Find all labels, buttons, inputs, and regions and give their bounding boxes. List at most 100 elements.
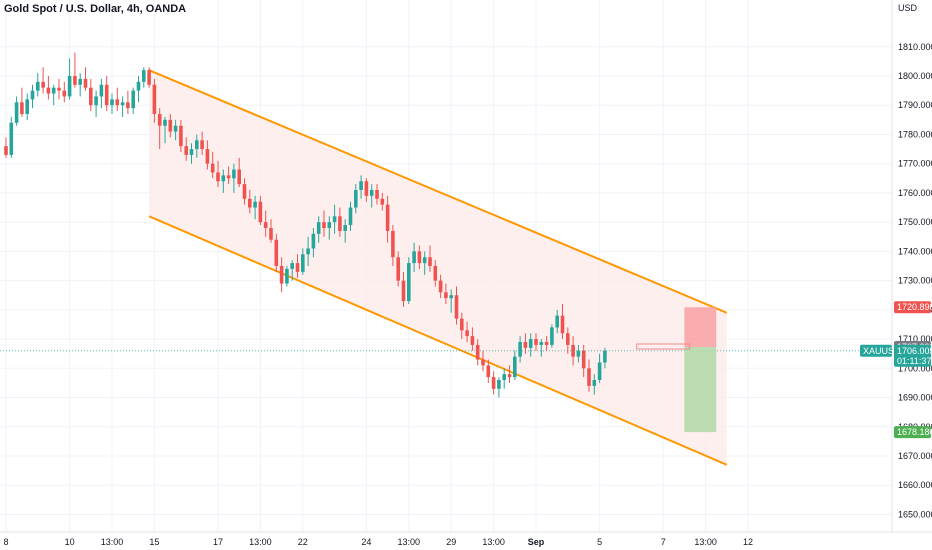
candle-body	[412, 251, 416, 264]
candle-body	[385, 204, 390, 231]
candle-body	[57, 87, 61, 91]
candle	[534, 333, 538, 351]
candle-body	[142, 70, 146, 82]
price-tick-label: 1710.000	[898, 334, 932, 344]
candle-body	[343, 225, 347, 231]
candle-body	[327, 222, 332, 228]
candle	[184, 137, 188, 161]
time-tick-label: 13:00	[482, 537, 505, 547]
candle	[566, 327, 570, 354]
time-tick-label: 7	[661, 537, 666, 547]
candle	[407, 257, 411, 304]
candle-body	[359, 181, 363, 190]
candle	[311, 228, 316, 258]
candle-body	[555, 315, 559, 328]
time-tick-label: 8	[3, 537, 8, 547]
candle	[41, 67, 45, 94]
candle	[375, 184, 379, 205]
candle-body	[422, 257, 427, 264]
candle-body	[216, 172, 220, 182]
price-tag-box	[894, 426, 931, 439]
price-tick-label: 1800.000	[898, 71, 932, 81]
candle	[306, 236, 310, 266]
candle	[491, 371, 496, 395]
candle-body	[332, 216, 337, 223]
candle	[136, 76, 141, 103]
candle	[73, 52, 77, 88]
candle-body	[136, 81, 141, 91]
candle-body	[465, 330, 469, 337]
candle-body	[73, 76, 77, 85]
time-tick-label: 24	[361, 537, 371, 547]
candle	[322, 210, 326, 237]
candle-body	[25, 99, 29, 114]
price-tag-box	[894, 301, 931, 314]
candle-body	[290, 263, 294, 269]
candle-body	[110, 99, 114, 106]
candle	[475, 339, 480, 366]
candle	[147, 67, 151, 88]
candle	[83, 67, 88, 91]
candle-body	[78, 78, 82, 85]
price-tick-label: 1810.000	[898, 42, 932, 52]
price-tick-label: 1730.000	[898, 276, 932, 286]
time-tick-label: 13:00	[694, 537, 717, 547]
candle	[263, 210, 268, 237]
take-profit-zone	[684, 346, 717, 433]
candle	[30, 84, 35, 109]
candle	[9, 116, 14, 158]
candle	[454, 286, 459, 325]
candle	[327, 216, 332, 240]
candle-body	[269, 228, 273, 240]
candle	[354, 184, 358, 214]
candle	[115, 87, 120, 112]
candle-body	[99, 84, 104, 97]
time-tick-label: 13:00	[249, 537, 272, 547]
candle-body	[62, 90, 67, 97]
candle	[444, 283, 448, 304]
candle	[507, 365, 512, 383]
candle	[258, 195, 263, 226]
candle-body	[242, 184, 247, 199]
candle	[285, 266, 289, 287]
candle	[179, 119, 183, 152]
price-tag: 1720.890	[894, 301, 932, 314]
candle-body	[263, 222, 268, 228]
candle-body	[232, 169, 236, 179]
candle	[99, 78, 104, 109]
candle-body	[470, 336, 475, 345]
candle-body	[502, 374, 506, 380]
candle	[157, 108, 162, 150]
candle-body	[460, 318, 464, 331]
candle-body	[115, 99, 120, 106]
time-axis[interactable]: 8 10 13:00 15 17 13:00 22 24 13:00 29 13:00 Sep 5 7 13…	[3, 537, 753, 547]
candle	[391, 225, 395, 266]
candle	[232, 163, 236, 193]
candle	[89, 78, 93, 112]
symbol-tag-box	[860, 344, 892, 357]
candle-body	[179, 125, 183, 147]
candle-body	[592, 380, 597, 386]
candle	[412, 242, 416, 272]
candle	[94, 90, 98, 117]
candle	[428, 245, 432, 272]
candle-body	[587, 368, 591, 386]
candle	[210, 152, 215, 179]
price-tick-label: 1700.000	[898, 363, 932, 373]
price-tag-label: 1678.180	[897, 427, 932, 437]
candle-body	[274, 239, 279, 266]
candle-body	[184, 146, 188, 155]
candle-body	[322, 222, 326, 228]
candle	[301, 248, 305, 275]
candle	[295, 254, 300, 278]
price-tag: 1678.180	[894, 426, 932, 439]
candle	[104, 76, 109, 112]
candle	[396, 251, 400, 287]
candle	[253, 195, 257, 220]
candle	[216, 160, 220, 188]
candle	[401, 271, 406, 307]
candle-body	[94, 96, 98, 106]
candle-body	[507, 374, 512, 378]
candle-body	[581, 350, 586, 369]
